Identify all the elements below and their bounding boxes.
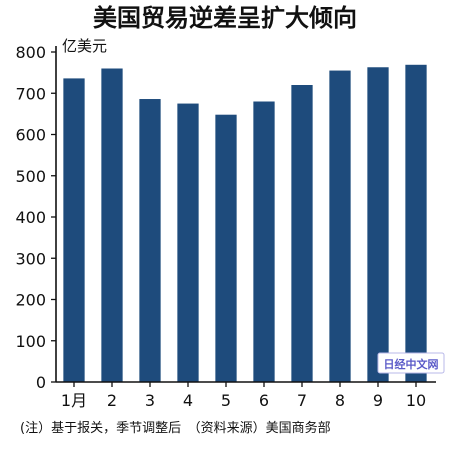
unit-label: 亿美元 xyxy=(62,37,107,55)
footnote: (注）基于报关，季节调整后 （资料来源）美国商务部 xyxy=(20,420,331,436)
x-tick-label: 9 xyxy=(373,391,383,410)
x-tick-label: 2 xyxy=(107,391,117,410)
chart-title: 美国贸易逆差呈扩大倾向 xyxy=(93,4,357,32)
watermark-box xyxy=(377,352,445,374)
bar-6 xyxy=(253,101,275,382)
x-tick-label: 7 xyxy=(297,391,307,410)
x-tick-label: 8 xyxy=(335,391,345,410)
bar-1 xyxy=(63,78,85,383)
x-tick-label: 1月 xyxy=(61,391,87,410)
x-tick-label: 10 xyxy=(406,391,426,410)
bar-5 xyxy=(215,114,237,382)
x-tick-label: 5 xyxy=(221,391,231,410)
y-tick-label: 600 xyxy=(15,126,46,145)
y-tick-label: 400 xyxy=(15,208,46,227)
bar-9 xyxy=(367,67,389,382)
bar-4 xyxy=(177,103,199,382)
y-tick-label: 800 xyxy=(15,43,46,62)
watermark-text: 日经中文网 xyxy=(384,357,439,371)
y-tick-label: 100 xyxy=(15,332,46,351)
y-tick-label: 500 xyxy=(15,167,46,186)
bar-7 xyxy=(291,85,313,382)
bar-2 xyxy=(101,68,123,382)
x-tick-label: 4 xyxy=(183,391,193,410)
x-tick-label: 3 xyxy=(145,391,155,410)
bar-3 xyxy=(139,99,161,383)
y-tick-label: 0 xyxy=(36,373,46,392)
watermark-logo: 日经中文网 xyxy=(377,352,445,374)
bars xyxy=(63,64,427,383)
bar-8 xyxy=(329,70,351,382)
y-tick-label: 700 xyxy=(15,84,46,103)
y-tick-label: 200 xyxy=(15,291,46,310)
y-tick-label: 300 xyxy=(15,249,46,268)
y-axis-ticks: 0 100 200 300 400 500 600 700 800 xyxy=(15,43,56,392)
x-axis-ticks: 1月 2 3 4 5 6 7 8 9 10 xyxy=(61,382,426,410)
x-tick-label: 6 xyxy=(259,391,269,410)
bar-10 xyxy=(405,64,427,382)
